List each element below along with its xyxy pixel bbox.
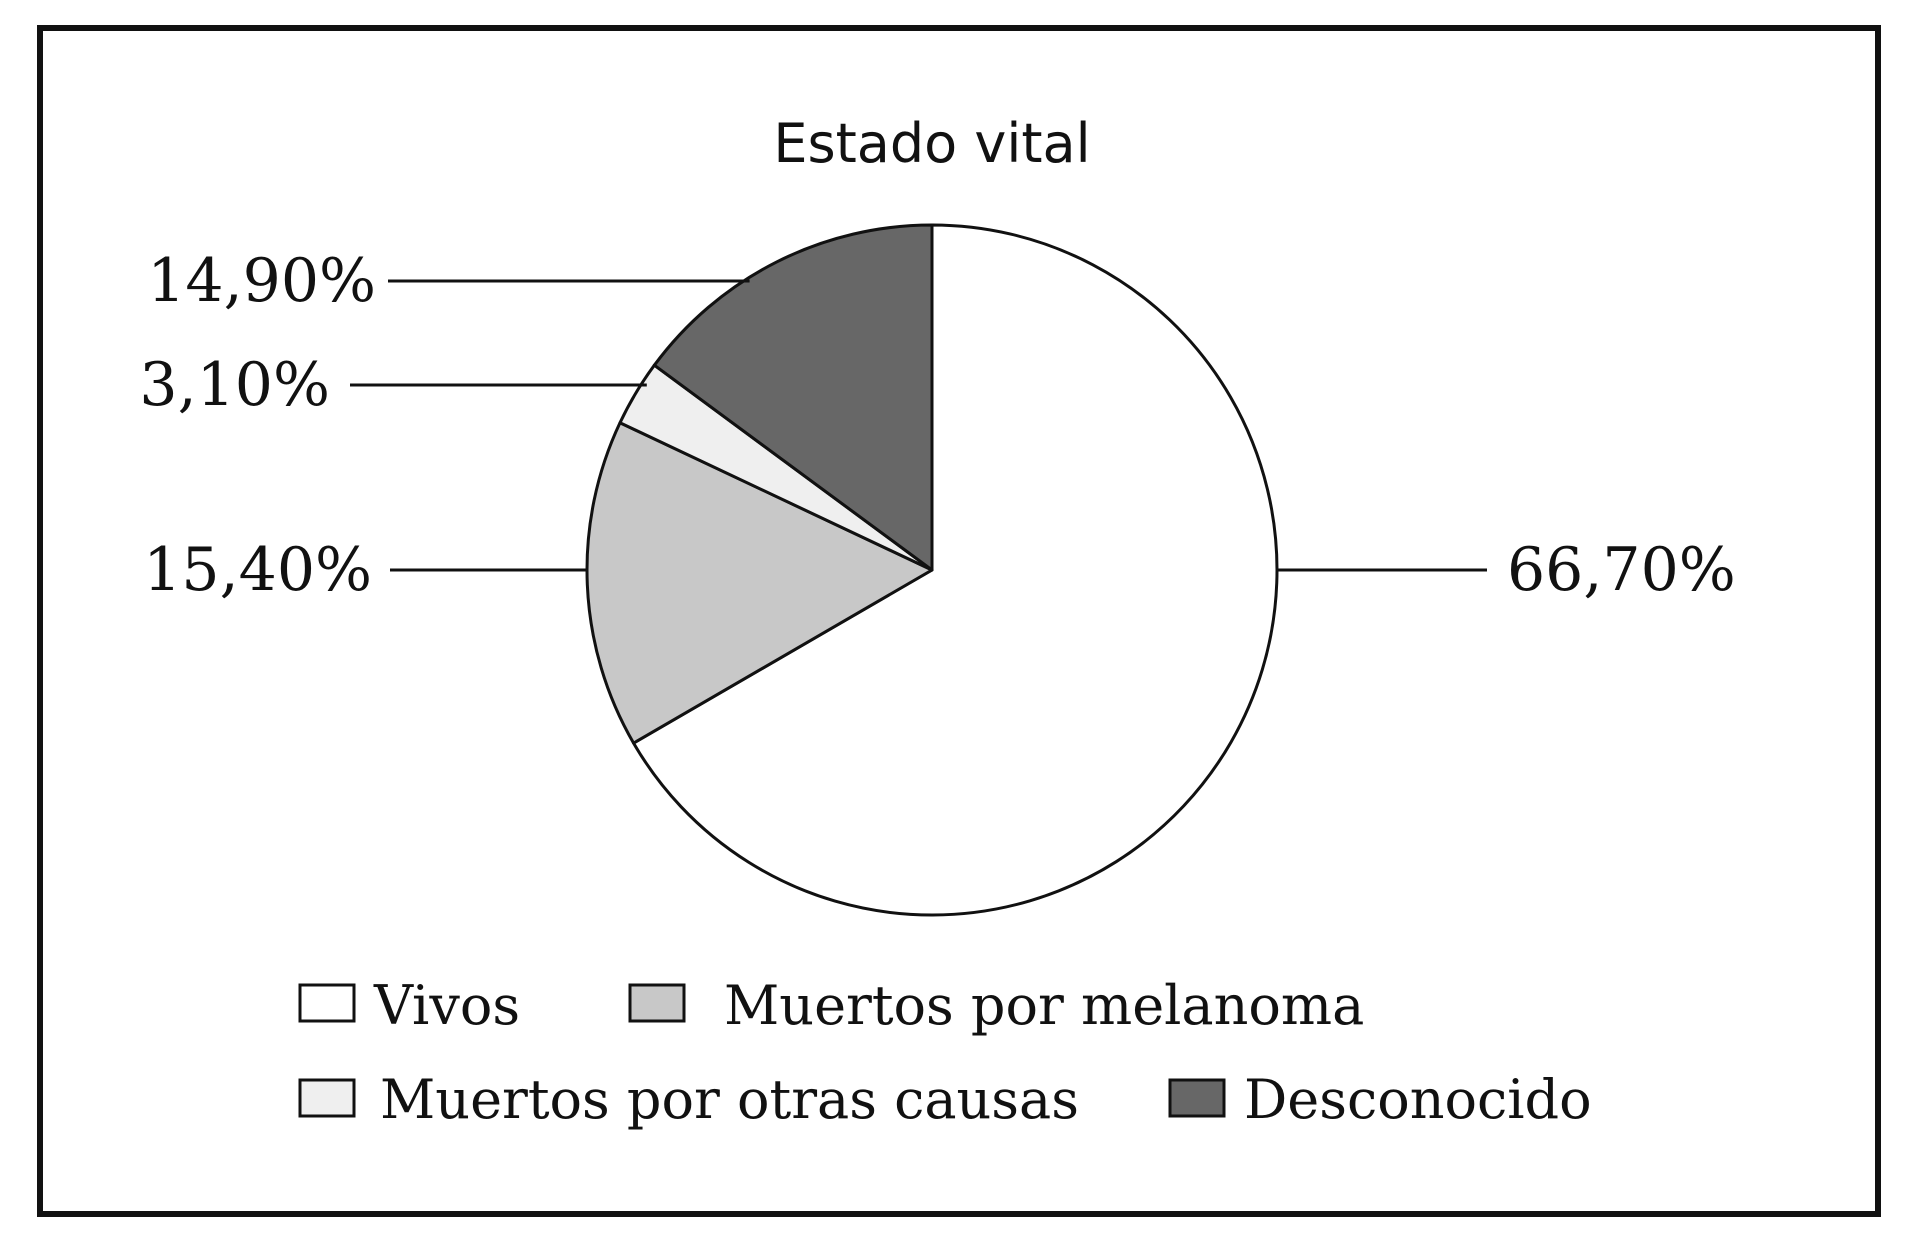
pie-slice-desconocido <box>652 223 934 572</box>
slice-labels: 66,70% 15,40% 3,10% 14,90% <box>139 246 1735 605</box>
legend-swatch-vivos <box>298 983 356 1023</box>
legend-label-desconocido: Desconocido <box>1244 1068 1592 1131</box>
pie-slice-vivos <box>632 223 1279 917</box>
legend-label-vivos: Vivos <box>373 974 520 1037</box>
legend-swatch-muertos-por-otras-causas <box>298 1078 356 1118</box>
pie-slices <box>585 223 1279 917</box>
legend: Vivos Muertos por melanoma Muertos por otr… <box>298 974 1592 1131</box>
slice-label-muertos-por-melanoma: 15,40% <box>143 535 372 605</box>
legend-label-muertos-por-melanoma: Muertos por melanoma <box>724 974 1364 1037</box>
pie-slice-muertos-por-melanoma <box>585 421 934 745</box>
slice-label-vivos: 66,70% <box>1507 535 1736 605</box>
chart-title: Estado vital <box>773 112 1090 175</box>
slice-label-desconocido: 14,90% <box>147 246 376 316</box>
legend-swatch-muertos-por-melanoma <box>628 983 686 1023</box>
legend-label-muertos-por-otras-causas: Muertos por otras causas <box>380 1068 1079 1131</box>
slice-label-muertos-por-otras-causas: 3,10% <box>139 350 330 420</box>
legend-swatch-desconocido <box>1168 1078 1226 1118</box>
